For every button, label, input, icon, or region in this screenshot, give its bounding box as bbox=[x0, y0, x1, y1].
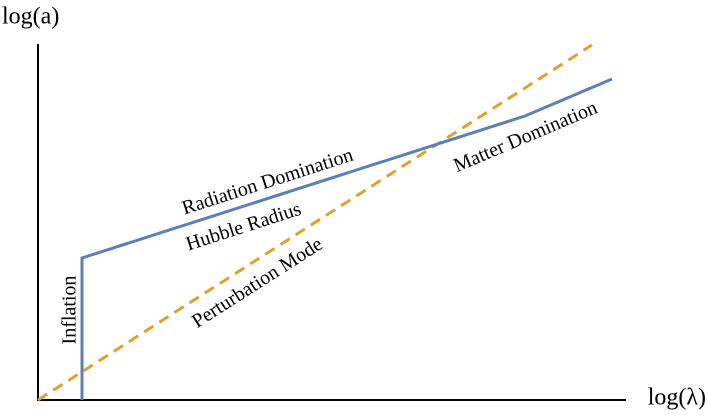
x-axis-label: log(λ) bbox=[648, 385, 706, 411]
perturbation-mode-line bbox=[37, 43, 593, 402]
hubble-radius-line bbox=[80, 77, 613, 400]
y-axis-label: log(a) bbox=[2, 4, 59, 30]
matter-label: Matter Domination bbox=[450, 97, 600, 177]
inflation-label: Inflation bbox=[59, 276, 81, 345]
